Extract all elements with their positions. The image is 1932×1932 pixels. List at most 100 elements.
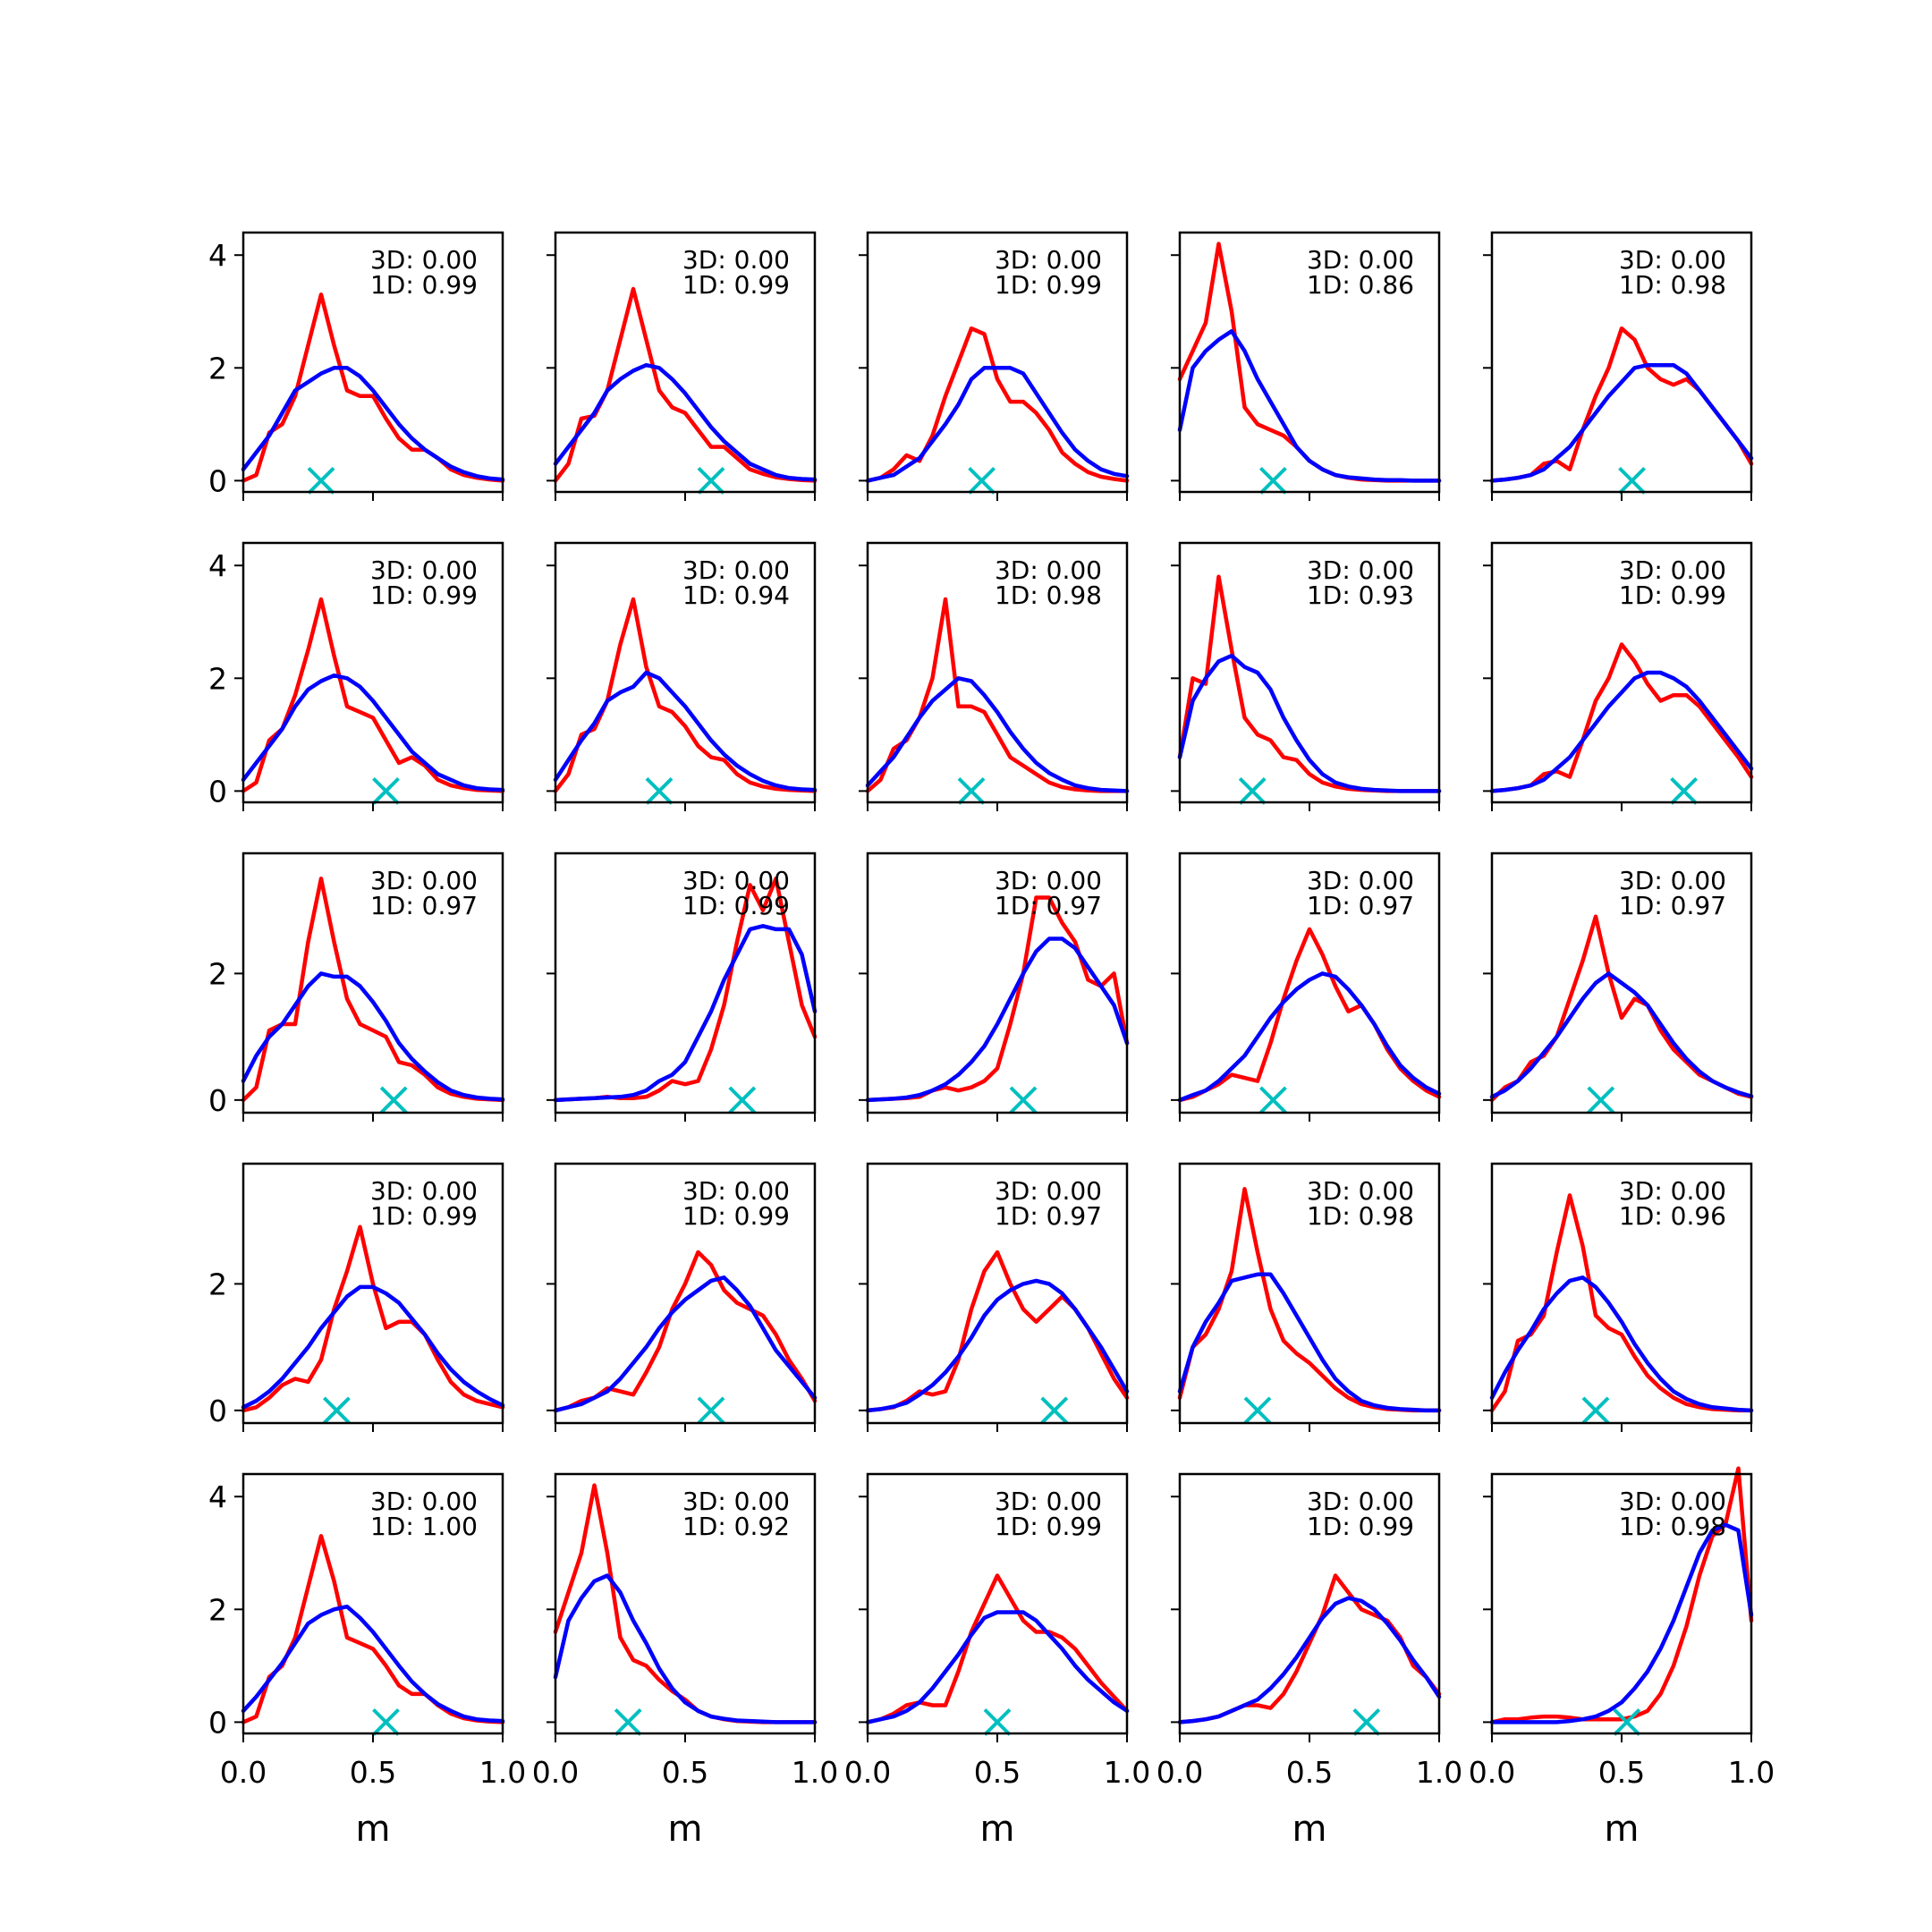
- panel-annotation: 1D: 0.97: [995, 1201, 1102, 1231]
- x-marker-stroke: [1243, 1396, 1272, 1425]
- x-marker: [1009, 1086, 1038, 1114]
- x-marker: [372, 776, 400, 805]
- blue-series-line: [1489, 1522, 1754, 1724]
- x-marker-stroke: [379, 1086, 408, 1114]
- y-tick-label: 0: [208, 774, 227, 809]
- panel-annotation: 3D: 0.00: [1307, 1487, 1414, 1516]
- x-marker: [1040, 1396, 1069, 1425]
- panel-annotation: 1D: 0.92: [682, 1512, 790, 1541]
- red-series-line: [241, 597, 505, 793]
- x-marker-stroke: [1238, 776, 1267, 805]
- panel-annotation: 1D: 0.99: [682, 270, 790, 300]
- y-tick-label: 0: [208, 1705, 227, 1740]
- panel-annotation: 3D: 0.00: [682, 1176, 790, 1206]
- panel-annotation: 1D: 0.99: [995, 270, 1102, 300]
- x-tick-label: 0.0: [1469, 1755, 1515, 1790]
- panel-annotation: 1D: 0.98: [995, 580, 1102, 610]
- panel-annotation: 3D: 0.00: [1619, 555, 1726, 585]
- x-marker-stroke: [957, 776, 986, 805]
- y-tick-label: 0: [208, 1083, 227, 1118]
- x-marker-stroke: [1587, 1086, 1615, 1114]
- panel-annotation: 3D: 0.00: [682, 866, 790, 895]
- blue-series-line: [865, 1610, 1130, 1724]
- x-marker: [968, 466, 996, 495]
- panel-annotation: 1D: 0.99: [370, 270, 478, 300]
- panel-annotation: 3D: 0.00: [370, 1487, 478, 1516]
- panel-annotation: 3D: 0.00: [1307, 866, 1414, 895]
- x-marker: [1258, 1086, 1287, 1114]
- blue-series-line: [865, 936, 1130, 1103]
- panel-annotation: 3D: 0.00: [995, 866, 1102, 895]
- y-tick-label: 4: [208, 238, 227, 273]
- x-marker: [697, 1396, 725, 1425]
- x-tick-label: 1.0: [1104, 1755, 1150, 1790]
- red-series-line: [1177, 927, 1442, 1103]
- blue-series-line: [553, 924, 818, 1103]
- panel-annotation: 1D: 0.98: [1307, 1201, 1414, 1231]
- x-marker-stroke: [372, 776, 400, 805]
- x-tick-label: 0.0: [1157, 1755, 1203, 1790]
- x-axis-label: m: [356, 1809, 391, 1850]
- x-marker: [957, 776, 986, 805]
- blue-series-line: [553, 1573, 818, 1724]
- blue-series-line: [241, 673, 505, 792]
- x-marker-stroke: [697, 1396, 725, 1425]
- x-marker: [1670, 776, 1699, 805]
- x-marker: [697, 466, 725, 495]
- panel-annotation: 3D: 0.00: [682, 1487, 790, 1516]
- blue-series-line: [1177, 971, 1442, 1103]
- x-axis-label: m: [1292, 1809, 1327, 1850]
- x-marker-stroke: [1613, 1707, 1641, 1736]
- red-series-line: [865, 597, 1130, 793]
- x-marker: [379, 1086, 408, 1114]
- blue-series-line: [241, 1284, 505, 1410]
- panel-annotation: 1D: 0.99: [995, 1512, 1102, 1541]
- y-tick-label: 0: [208, 463, 227, 498]
- x-marker-stroke: [614, 1707, 642, 1736]
- x-marker-stroke: [1258, 1086, 1287, 1114]
- red-series-line: [241, 292, 505, 483]
- panel-annotation: 1D: 0.98: [1619, 270, 1726, 300]
- x-marker: [1613, 1707, 1641, 1736]
- x-marker: [322, 1396, 351, 1425]
- panel-annotation: 1D: 0.96: [1619, 1201, 1726, 1231]
- y-tick-label: 2: [208, 956, 227, 991]
- panel-annotation: 1D: 0.97: [1307, 891, 1414, 920]
- panel-annotation: 3D: 0.00: [1619, 1176, 1726, 1206]
- panel-annotation: 1D: 0.93: [1307, 580, 1414, 610]
- panel-annotation: 3D: 0.00: [370, 245, 478, 275]
- x-marker: [372, 1707, 400, 1736]
- x-marker-stroke: [372, 1707, 400, 1736]
- x-axis-label: m: [668, 1809, 703, 1850]
- blue-series-line: [553, 1275, 818, 1413]
- x-marker: [1581, 1396, 1610, 1425]
- y-tick-label: 2: [208, 351, 227, 386]
- blue-series-line: [241, 1604, 505, 1724]
- blue-series-line: [241, 971, 505, 1102]
- y-tick-label: 2: [208, 1267, 227, 1301]
- x-tick-label: 0.5: [350, 1755, 396, 1790]
- blue-series-line: [1177, 653, 1442, 793]
- panel-annotation: 1D: 0.98: [1619, 1512, 1726, 1541]
- y-tick-label: 4: [208, 548, 227, 583]
- panel-annotation: 3D: 0.00: [370, 866, 478, 895]
- x-tick-label: 0.5: [1598, 1755, 1645, 1790]
- x-marker: [1243, 1396, 1272, 1425]
- panel-annotation: 1D: 0.97: [995, 891, 1102, 920]
- x-marker-stroke: [983, 1707, 1012, 1736]
- panel-annotation: 3D: 0.00: [370, 1176, 478, 1206]
- x-marker: [1618, 466, 1647, 495]
- x-marker-stroke: [1581, 1396, 1610, 1425]
- x-marker-stroke: [1618, 466, 1647, 495]
- x-marker: [307, 466, 335, 495]
